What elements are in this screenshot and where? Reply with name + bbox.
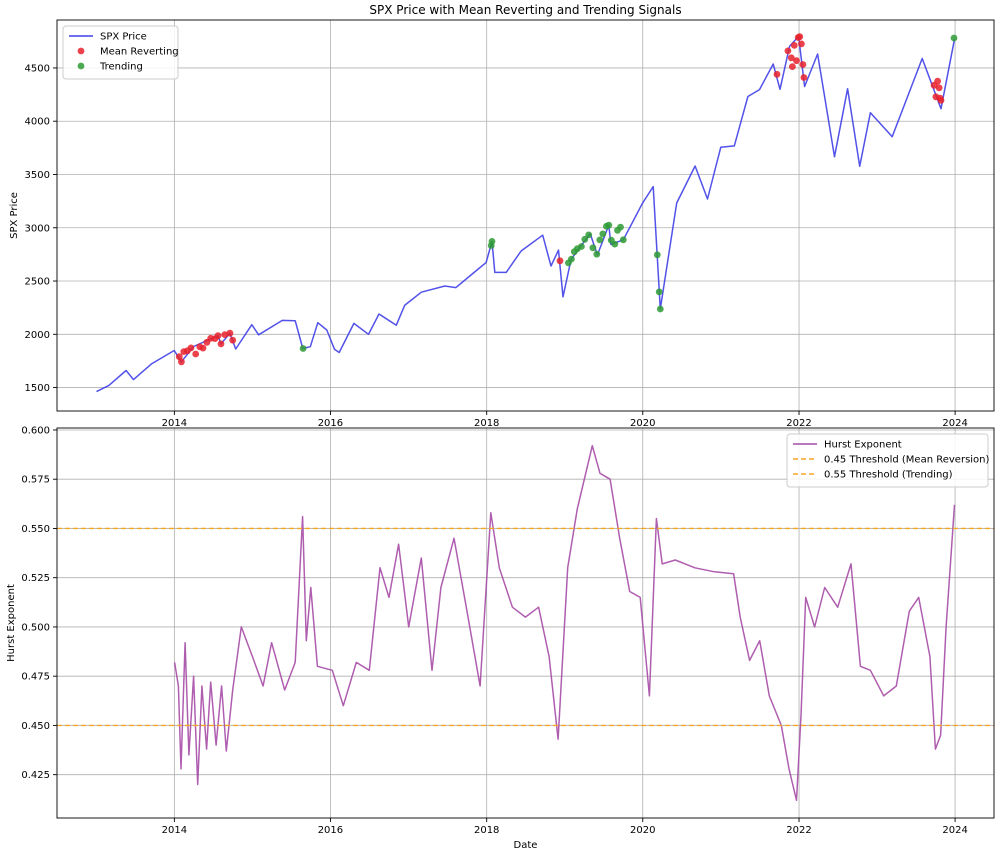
x-tick-label-2014: 2014 (162, 825, 187, 836)
x-tick-label-2024: 2024 (942, 418, 967, 429)
legend-marker-2 (77, 62, 85, 70)
series-line-2-0 (173, 444, 956, 802)
x-axis-label: Date (514, 840, 538, 851)
scatter-point-1-33 (937, 97, 945, 104)
scatter-group-1 (175, 33, 945, 366)
y-tick-label-1500: 1500 (25, 383, 50, 394)
scatter-point-1-4 (187, 344, 195, 352)
legend-label-2: Trending (99, 62, 143, 73)
scatter-point-2-13 (599, 230, 607, 238)
scatter-point-2-11 (593, 250, 601, 258)
x-tick-label-2018: 2018 (474, 825, 499, 836)
plot-area (57, 444, 994, 802)
scatter-point-1-22 (793, 57, 800, 65)
scatter-point-2-8 (581, 235, 589, 243)
scatter-point-2-24 (950, 34, 958, 42)
scatter-group-2 (299, 34, 958, 352)
scatter-point-1-1 (178, 358, 185, 366)
legend-box (62, 25, 179, 80)
scatter-point-1-31 (935, 84, 943, 92)
scatter-point-2-9 (585, 231, 593, 239)
legend-label-0: SPX Price (100, 32, 147, 43)
scatter-point-1-11 (214, 332, 222, 340)
legend: SPX Price Mean Reverting Trending (62, 25, 179, 80)
scatter-point-2-15 (605, 221, 613, 229)
y-tick-label-2500: 2500 (25, 277, 50, 288)
x-tick-label-2018: 2018 (474, 418, 499, 429)
x-tick-label-2024: 2024 (942, 825, 967, 836)
x-tick-label-2022: 2022 (786, 418, 811, 429)
y-axis-label: SPX Price (9, 192, 20, 239)
chart-title: SPX Price with Mean Reverting and Trendi… (369, 3, 681, 17)
legend-label-1: Mean Reverting (100, 47, 179, 58)
x-tick-label-2016: 2016 (318, 825, 343, 836)
scatter-point-2-21 (653, 251, 661, 259)
scatter-point-1-20 (789, 63, 796, 70)
scatter-point-1-19 (787, 54, 795, 62)
x-tick-label-2014: 2014 (162, 418, 187, 429)
scatter-point-1-17 (773, 70, 781, 78)
legend-box (786, 433, 989, 488)
scatter-point-2-12 (596, 236, 604, 244)
legend: Hurst Exponent 0.45 Threshold (Mean Rever… (786, 433, 990, 488)
scatter-point-1-27 (800, 74, 808, 81)
x-tick-label-2016: 2016 (318, 418, 343, 429)
y-tick-label-3000: 3000 (25, 223, 50, 234)
y-tick-label-0.525: 0.525 (21, 573, 50, 584)
scatter-point-1-12 (217, 340, 225, 348)
scatter-point-1-14 (226, 329, 234, 337)
scatter-point-2-7 (578, 243, 585, 250)
x-tick-label-2020: 2020 (630, 418, 655, 429)
legend-label-0: Hurst Exponent (824, 440, 902, 451)
y-tick-label-0.575: 0.575 (21, 475, 50, 486)
y-tick-label-0.45: 0.450 (21, 721, 50, 732)
x-tick-label-2020: 2020 (630, 825, 655, 836)
chart-panel-1: 2014 2016 2018 2020 2022 2024 1500 2000 2500 3000… (9, 3, 995, 429)
scatter-point-2-22 (655, 288, 663, 296)
scatter-point-1-16 (556, 257, 564, 265)
scatter-point-1-5 (192, 350, 200, 358)
y-tick-label-2000: 2000 (25, 330, 50, 341)
x-tick-label-2022: 2022 (786, 825, 811, 836)
scatter-point-2-2 (488, 238, 496, 245)
y-tick-label-0.5: 0.500 (21, 622, 50, 633)
scatter-point-2-23 (656, 305, 664, 313)
axes-frame (56, 427, 995, 819)
y-tick-label-0.425: 0.425 (21, 770, 50, 781)
y-tick-label-0.55: 0.550 (21, 524, 50, 535)
grid (57, 20, 994, 411)
y-tick-label-0.475: 0.475 (21, 672, 50, 683)
scatter-point-2-19 (617, 223, 624, 231)
series-line-1-0 (96, 35, 956, 393)
plot-area (96, 33, 958, 393)
scatter-point-1-25 (798, 40, 805, 48)
scatter-point-1-15 (229, 336, 237, 344)
scatter-point-2-4 (568, 255, 575, 263)
y-tick-label-4000: 4000 (25, 117, 50, 128)
scatter-point-1-30 (934, 77, 941, 85)
legend-marker-1 (77, 47, 85, 55)
scatter-point-2-0 (299, 345, 307, 352)
y-axis-label: Hurst Exponent (6, 584, 17, 662)
scatter-point-1-0 (175, 353, 183, 361)
scatter-point-2-10 (589, 244, 597, 252)
y-tick-label-4500: 4500 (25, 63, 50, 74)
scatter-point-1-21 (790, 42, 798, 49)
y-tick-label-3500: 3500 (25, 170, 50, 181)
scatter-point-2-17 (611, 240, 619, 248)
scatter-point-1-24 (796, 33, 804, 41)
scatter-point-1-18 (784, 47, 792, 55)
scatter-point-1-13 (221, 331, 229, 338)
axes-frame (56, 19, 995, 412)
scatter-point-1-7 (199, 344, 207, 352)
chart-panel-2: 2014 2016 2018 2020 2022 2024 0.425 0.450 0.475 0… (6, 425, 995, 851)
scatter-point-2-20 (619, 236, 627, 244)
y-tick-label-0.6: 0.600 (21, 425, 50, 436)
legend-label-2: 0.55 Threshold (Trending) (824, 470, 953, 481)
legend-label-1: 0.45 Threshold (Mean Reversion) (824, 455, 990, 466)
scatter-point-1-26 (799, 61, 807, 68)
